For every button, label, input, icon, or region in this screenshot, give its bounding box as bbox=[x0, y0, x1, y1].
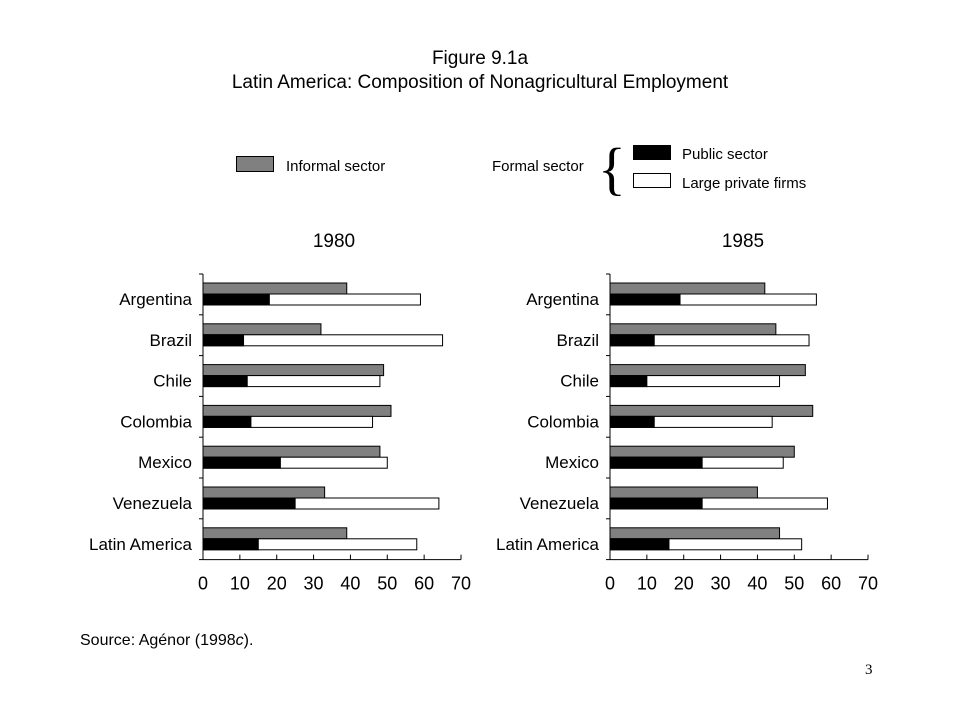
bar-public bbox=[202, 538, 259, 551]
category-label: Brazil bbox=[556, 331, 599, 350]
x-tick-label: 10 bbox=[230, 574, 250, 594]
category-label: Argentina bbox=[119, 290, 192, 309]
legend-formal-label: Formal sector bbox=[492, 158, 584, 175]
bar-public bbox=[609, 538, 670, 551]
source-italic: c bbox=[235, 632, 244, 649]
bar-public bbox=[202, 375, 248, 388]
bar-public bbox=[609, 375, 648, 388]
bar-informal bbox=[609, 445, 795, 458]
chart-title: 1980 bbox=[313, 231, 355, 252]
x-tick-label: 60 bbox=[414, 574, 434, 594]
category-label: Latin America bbox=[496, 535, 600, 554]
bar-public bbox=[202, 497, 296, 510]
x-tick-label: 40 bbox=[340, 574, 360, 594]
x-tick-label: 60 bbox=[821, 574, 841, 594]
bar-public bbox=[609, 334, 655, 347]
x-tick-label: 50 bbox=[377, 574, 397, 594]
x-tick-label: 0 bbox=[605, 574, 615, 594]
category-label: Colombia bbox=[120, 412, 192, 431]
bar-public bbox=[202, 334, 245, 347]
bar-informal bbox=[202, 486, 326, 499]
category-label: Colombia bbox=[527, 412, 599, 431]
bar-informal bbox=[202, 527, 348, 540]
page-number: 3 bbox=[865, 662, 873, 678]
x-tick-label: 70 bbox=[451, 574, 471, 594]
legend-informal-swatch bbox=[236, 156, 274, 172]
bar-informal bbox=[609, 404, 814, 417]
bar-informal bbox=[609, 486, 758, 499]
legend-public-swatch bbox=[633, 145, 671, 160]
x-tick-label: 10 bbox=[637, 574, 657, 594]
x-tick-label: 40 bbox=[747, 574, 767, 594]
bar-public bbox=[202, 415, 252, 428]
bar-informal bbox=[202, 323, 322, 336]
x-tick-label: 20 bbox=[267, 574, 287, 594]
x-tick-label: 20 bbox=[674, 574, 694, 594]
x-tick-label: 30 bbox=[711, 574, 731, 594]
bar-informal bbox=[609, 282, 766, 295]
figure-title: Figure 9.1a bbox=[431, 48, 529, 69]
x-tick-label: 70 bbox=[858, 574, 878, 594]
bar-public bbox=[609, 293, 681, 306]
bar-informal bbox=[609, 364, 806, 377]
category-label: Latin America bbox=[89, 535, 193, 554]
bar-public bbox=[609, 497, 703, 510]
x-tick-label: 30 bbox=[304, 574, 324, 594]
category-label: Mexico bbox=[545, 453, 599, 472]
bar-informal bbox=[609, 323, 777, 336]
category-label: Argentina bbox=[526, 290, 599, 309]
legend-public-label: Public sector bbox=[682, 146, 768, 163]
bar-public bbox=[202, 456, 281, 469]
bar-informal bbox=[202, 282, 348, 295]
bar-informal bbox=[609, 527, 781, 540]
legend-informal-label: Informal sector bbox=[286, 158, 386, 175]
source-prefix: Source: Agénor (1998 bbox=[80, 632, 236, 649]
x-tick-label: 0 bbox=[198, 574, 208, 594]
category-label: Venezuela bbox=[520, 494, 600, 513]
category-label: Chile bbox=[153, 372, 192, 391]
formal-sector-brace-icon: { bbox=[598, 136, 626, 201]
category-label: Brazil bbox=[149, 331, 192, 350]
source-note: Source: Agénor (1998c). bbox=[80, 632, 253, 650]
x-tick-label: 50 bbox=[784, 574, 804, 594]
category-label: Mexico bbox=[138, 453, 192, 472]
bar-informal bbox=[202, 445, 381, 458]
category-label: Venezuela bbox=[113, 494, 193, 513]
category-label: Chile bbox=[560, 372, 599, 391]
legend-private-swatch bbox=[633, 173, 671, 188]
bar-informal bbox=[202, 404, 392, 417]
bar-informal bbox=[202, 364, 385, 377]
bar-public bbox=[202, 293, 270, 306]
figure-subtitle: Latin America: Composition of Nonagricul… bbox=[231, 72, 729, 93]
bar-public bbox=[609, 415, 655, 428]
bar-public bbox=[609, 456, 703, 469]
source-suffix: ). bbox=[243, 632, 254, 649]
legend-private-label: Large private firms bbox=[682, 175, 807, 192]
chart-title: 1985 bbox=[722, 231, 764, 252]
